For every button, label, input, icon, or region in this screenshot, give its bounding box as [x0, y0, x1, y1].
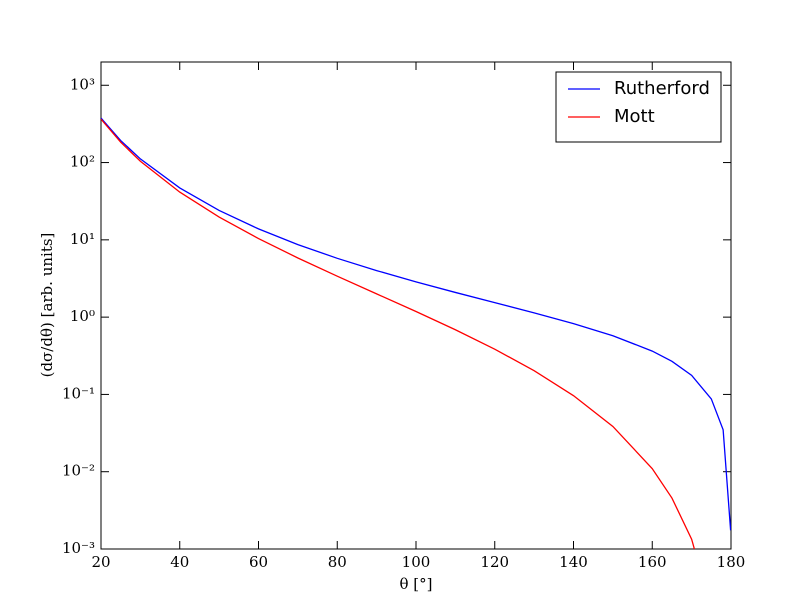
x-tick-label: 60: [249, 553, 268, 571]
line: [101, 117, 731, 531]
y-axis-label: (dσ/dθ) [arb. units]: [38, 233, 56, 378]
x-axis-label: θ [°]: [399, 575, 432, 593]
y-tick-label: 10²: [70, 153, 95, 171]
y-tick-label: 10⁻¹: [62, 384, 95, 402]
x-tick-label: 20: [91, 553, 110, 571]
x-tick-label: 180: [717, 553, 746, 571]
legend-label: Mott: [614, 106, 655, 127]
x-tick-label: 120: [480, 553, 509, 571]
x-tick-label: 160: [638, 553, 667, 571]
y-tick-label: 10⁻²: [62, 462, 95, 480]
line: [101, 118, 696, 549]
legend-label: Rutherford: [614, 78, 710, 99]
legend-box: [555, 71, 722, 143]
x-tick-label: 80: [328, 553, 347, 571]
y-tick-label: 10⁻³: [62, 539, 95, 557]
plot-area: [101, 117, 731, 549]
y-tick-label: 10³: [70, 75, 95, 93]
x-tick-label: 100: [402, 553, 431, 571]
y-tick-label: 10¹: [70, 230, 95, 248]
x-tick-label: 140: [559, 553, 588, 571]
x-tick-label: 40: [170, 553, 189, 571]
y-tick-label: 10⁰: [70, 307, 95, 325]
